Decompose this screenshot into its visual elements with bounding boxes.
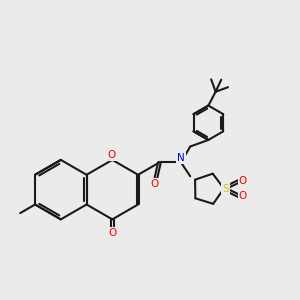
- Text: O: O: [107, 150, 116, 160]
- Text: O: O: [151, 178, 159, 188]
- Text: O: O: [238, 191, 247, 202]
- Text: S: S: [222, 184, 229, 194]
- Text: O: O: [108, 228, 116, 238]
- Text: O: O: [238, 176, 247, 186]
- Text: N: N: [177, 153, 185, 163]
